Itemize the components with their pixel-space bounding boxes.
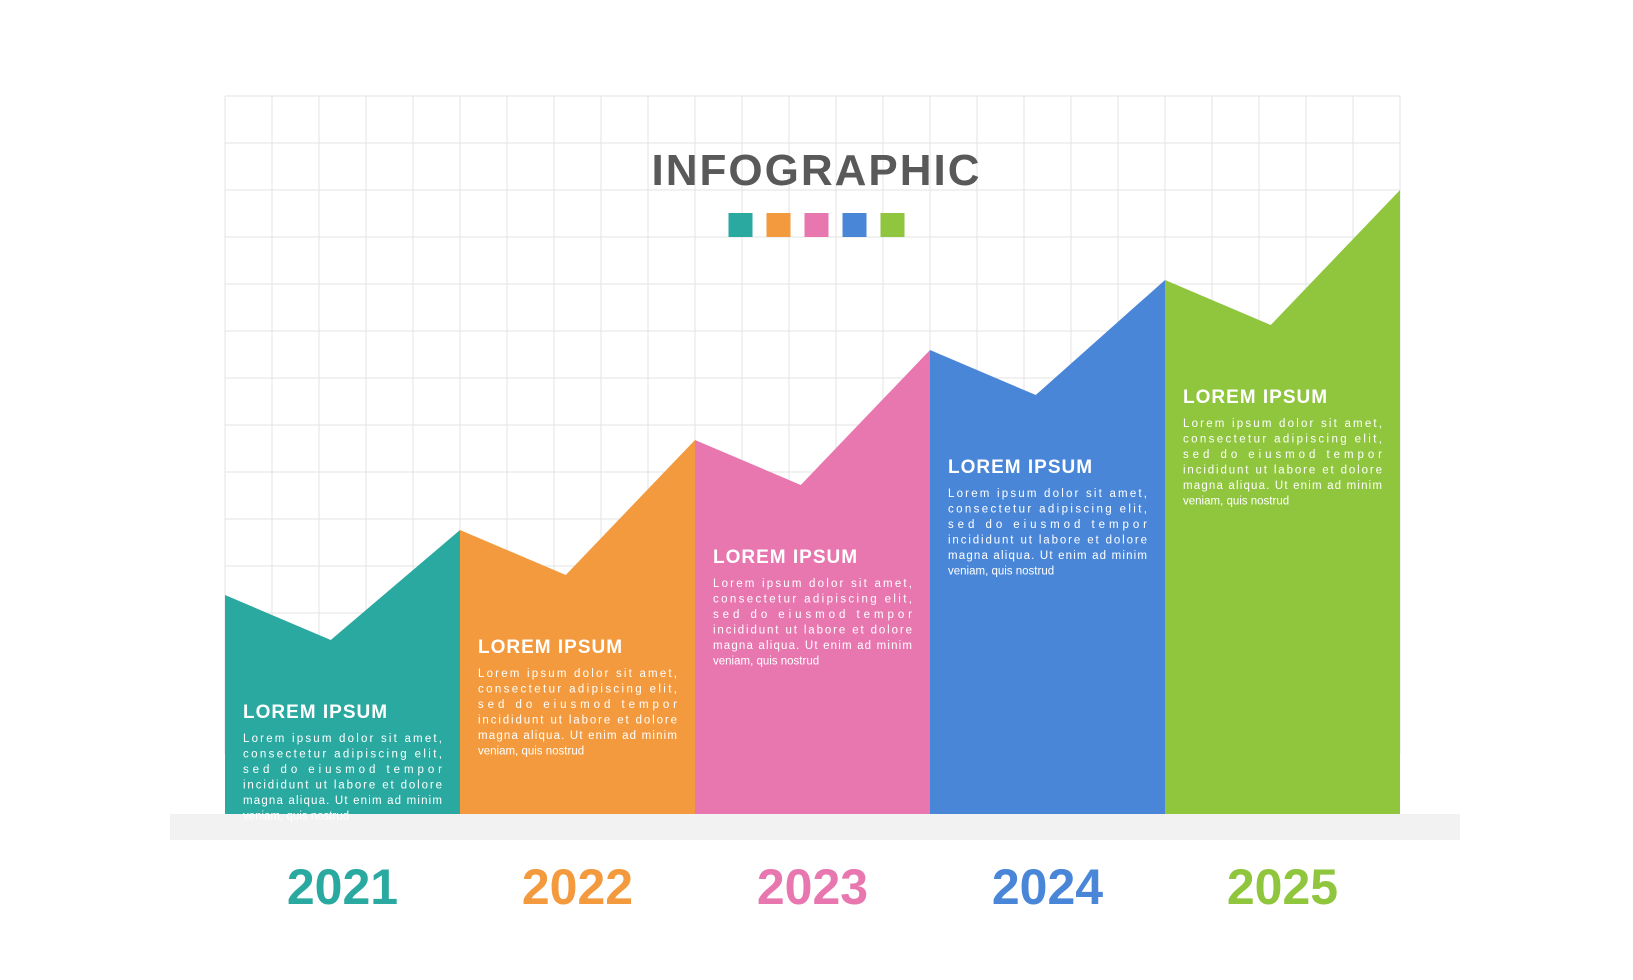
- floor-shadow: [170, 814, 1460, 840]
- legend-swatch-0: [729, 213, 753, 237]
- year-label-2021: 2021: [287, 859, 398, 915]
- year-label-2022: 2022: [522, 859, 633, 915]
- legend-swatch-1: [767, 213, 791, 237]
- chart-title: INFOGRAPHIC: [652, 146, 982, 195]
- legend-swatch-2: [805, 213, 829, 237]
- segment-title-2023: LOREM IPSUM: [713, 547, 858, 568]
- segment-title-2021: LOREM IPSUM: [243, 702, 388, 723]
- infographic-stage: INFOGRAPHICLOREM IPSUMLorem ipsum dolor …: [0, 0, 1633, 980]
- segment-title-2024: LOREM IPSUM: [948, 457, 1093, 478]
- year-label-2025: 2025: [1227, 859, 1338, 915]
- legend-swatch-4: [881, 213, 905, 237]
- segment-title-2022: LOREM IPSUM: [478, 637, 623, 658]
- infographic-svg: INFOGRAPHICLOREM IPSUMLorem ipsum dolor …: [0, 0, 1633, 980]
- legend-swatch-3: [843, 213, 867, 237]
- year-label-2024: 2024: [992, 859, 1103, 915]
- year-label-2023: 2023: [757, 859, 868, 915]
- segment-title-2025: LOREM IPSUM: [1183, 387, 1328, 408]
